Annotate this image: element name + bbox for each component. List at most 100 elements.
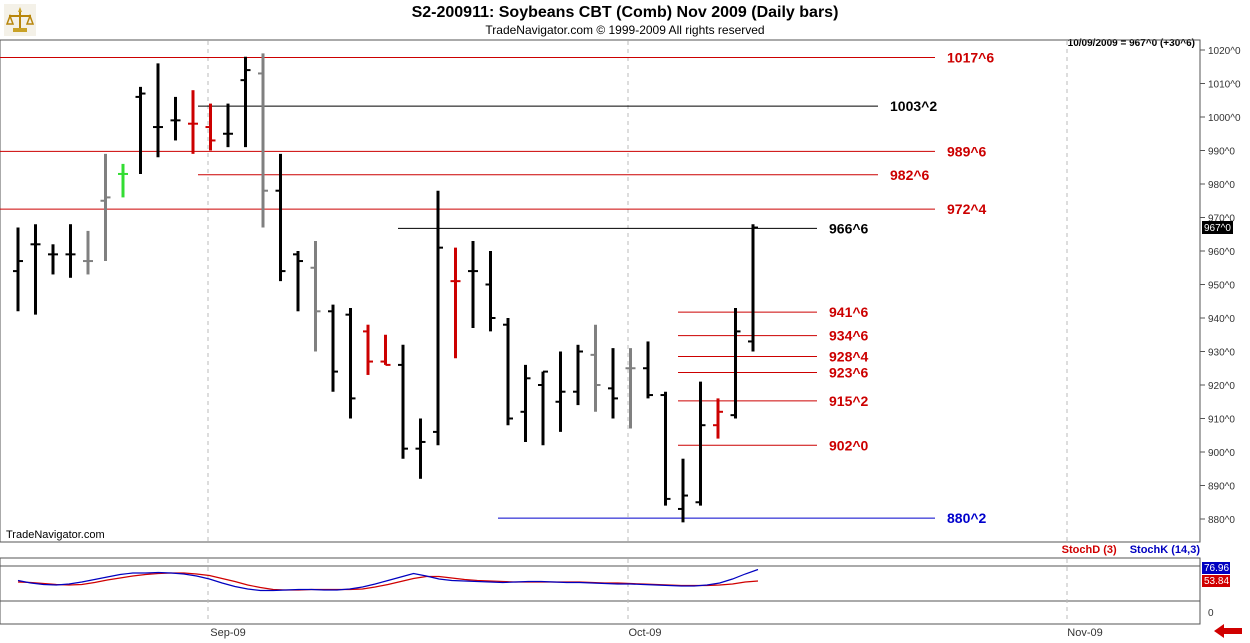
ohlc-bar	[205, 103, 216, 151]
y-tick-label: 950^0	[1208, 281, 1235, 292]
ohlc-bar	[625, 348, 636, 429]
ohlc-bar	[503, 318, 513, 426]
ohlc-bar	[573, 344, 583, 406]
x-tick-label: Sep-09	[210, 627, 245, 639]
ohlc-bar	[555, 351, 566, 432]
ohlc-bar	[223, 103, 233, 148]
y-tick-label: 1020^0	[1208, 46, 1241, 57]
x-tick-label: Oct-09	[628, 627, 661, 639]
ohlc-bar	[608, 348, 618, 419]
ohlc-bar	[538, 370, 548, 446]
ohlc-bar	[730, 307, 741, 419]
ohlc-bar	[678, 458, 688, 523]
ohlc-bar	[83, 230, 93, 275]
stoch-legend: StochD (3) StochK (14,3)	[1062, 544, 1200, 556]
ohlc-bar	[258, 53, 268, 228]
stoch-k-legend: StochK (14,3)	[1129, 544, 1200, 556]
last-price-tag: 967^0	[1204, 223, 1231, 234]
chart-title: S2-200911: Soybeans CBT (Comb) Nov 2009 …	[411, 4, 839, 21]
stoch-d-legend: StochD (3)	[1061, 544, 1117, 556]
chart-subtitle: TradeNavigator.com © 1999-2009 All right…	[485, 23, 765, 37]
last-bar-stamp: 10/09/2009 = 967^0 (+30^6)	[1067, 38, 1195, 49]
ohlc-bar	[48, 244, 58, 275]
ohlc-bar	[380, 334, 391, 366]
y-tick-label: 970^0	[1208, 214, 1235, 225]
ohlc-bar	[713, 398, 723, 439]
level-label: 902^0	[829, 437, 869, 453]
ohlc-bar	[590, 324, 601, 412]
price-panel-frame	[0, 39, 1201, 543]
ohlc-bar	[660, 391, 671, 506]
brand-watermark: TradeNavigator.com	[6, 529, 105, 541]
y-tick-label: 920^0	[1208, 381, 1235, 392]
date-axis: Sep-09 Oct-09 Nov-09	[210, 627, 1102, 639]
y-tick-label: 1000^0	[1208, 113, 1241, 124]
price-levels: 1017^6 1003^2 989^6 982^6 972^4 966^6 941^6 934…	[0, 50, 994, 526]
level-label: 928^4	[829, 349, 869, 365]
ohlc-bar	[415, 418, 426, 479]
stoch-k-line	[17, 568, 759, 592]
stoch-zero-label: 0	[1208, 608, 1214, 619]
stoch-k-tag-bg	[1202, 562, 1230, 574]
ohlc-bar	[450, 247, 461, 359]
ohlc-bar	[748, 224, 758, 352]
level-label: 972^4	[947, 201, 987, 217]
y-tick-label: 930^0	[1208, 348, 1235, 359]
ohlc-bar	[135, 86, 146, 174]
x-tick-label: Nov-09	[1067, 627, 1102, 639]
level-label: 880^2	[947, 510, 987, 526]
ohlc-bar	[643, 341, 653, 399]
ohlc-bar	[118, 163, 128, 198]
ohlc-bar	[240, 56, 251, 148]
price-axis: 880^0 890^0 900^0 910^0 920^0 930^0 940^0 950^0…	[1200, 46, 1241, 526]
stoch-k-value: 76.96	[1204, 563, 1229, 574]
ohlc-bar	[153, 63, 163, 158]
level-label: 966^6	[829, 220, 869, 236]
trader-scale-logo-icon	[4, 4, 36, 36]
ohlc-bar	[170, 96, 181, 141]
y-tick-label: 880^0	[1208, 515, 1235, 526]
ohlc-bar	[275, 153, 286, 282]
ohlc-bar	[520, 364, 531, 442]
y-tick-label: 960^0	[1208, 247, 1235, 258]
ohlc-bar	[433, 190, 443, 446]
level-label: 941^6	[829, 304, 869, 320]
level-label: 1017^6	[947, 50, 994, 66]
stoch-d-value: 53.84	[1204, 576, 1229, 587]
ohlc-bar	[328, 304, 338, 392]
y-tick-label: 940^0	[1208, 314, 1235, 325]
stoch-d-tag-bg	[1202, 575, 1230, 587]
level-label: 1003^2	[890, 98, 937, 114]
back-arrow-icon[interactable]	[1214, 624, 1242, 638]
ohlc-bar	[310, 240, 321, 352]
ohlc-bar	[363, 324, 373, 375]
date-gridlines	[207, 41, 1068, 623]
level-label: 923^6	[829, 364, 869, 380]
level-label: 982^6	[890, 167, 930, 183]
level-label: 915^2	[829, 393, 869, 409]
y-tick-label: 910^0	[1208, 415, 1235, 426]
ohlc-bar	[345, 307, 356, 419]
stochastics-lines	[17, 568, 759, 592]
ohlc-bar	[13, 227, 23, 312]
ohlc-bar	[293, 251, 303, 312]
stoch-d-line	[17, 572, 759, 591]
last-price-tag-bg	[1202, 221, 1233, 234]
ohlc-bar	[468, 240, 478, 329]
ohlc-bar	[30, 224, 41, 315]
y-tick-label: 990^0	[1208, 147, 1235, 158]
ohlc-bar	[485, 251, 496, 332]
y-tick-label: 1010^0	[1208, 80, 1241, 91]
y-tick-label: 980^0	[1208, 180, 1235, 191]
ohlc-bar	[65, 224, 76, 278]
y-tick-label: 900^0	[1208, 448, 1235, 459]
ohlc-bar	[695, 381, 706, 506]
ohlc-bars	[13, 53, 758, 523]
ohlc-bar	[100, 153, 111, 262]
ohlc-bar	[188, 90, 198, 154]
title-bar: S2-200911: Soybeans CBT (Comb) Nov 2009 …	[0, 0, 1250, 40]
stoch-panel-frame	[0, 557, 1201, 625]
y-tick-label: 890^0	[1208, 482, 1235, 493]
level-label: 989^6	[947, 143, 987, 159]
